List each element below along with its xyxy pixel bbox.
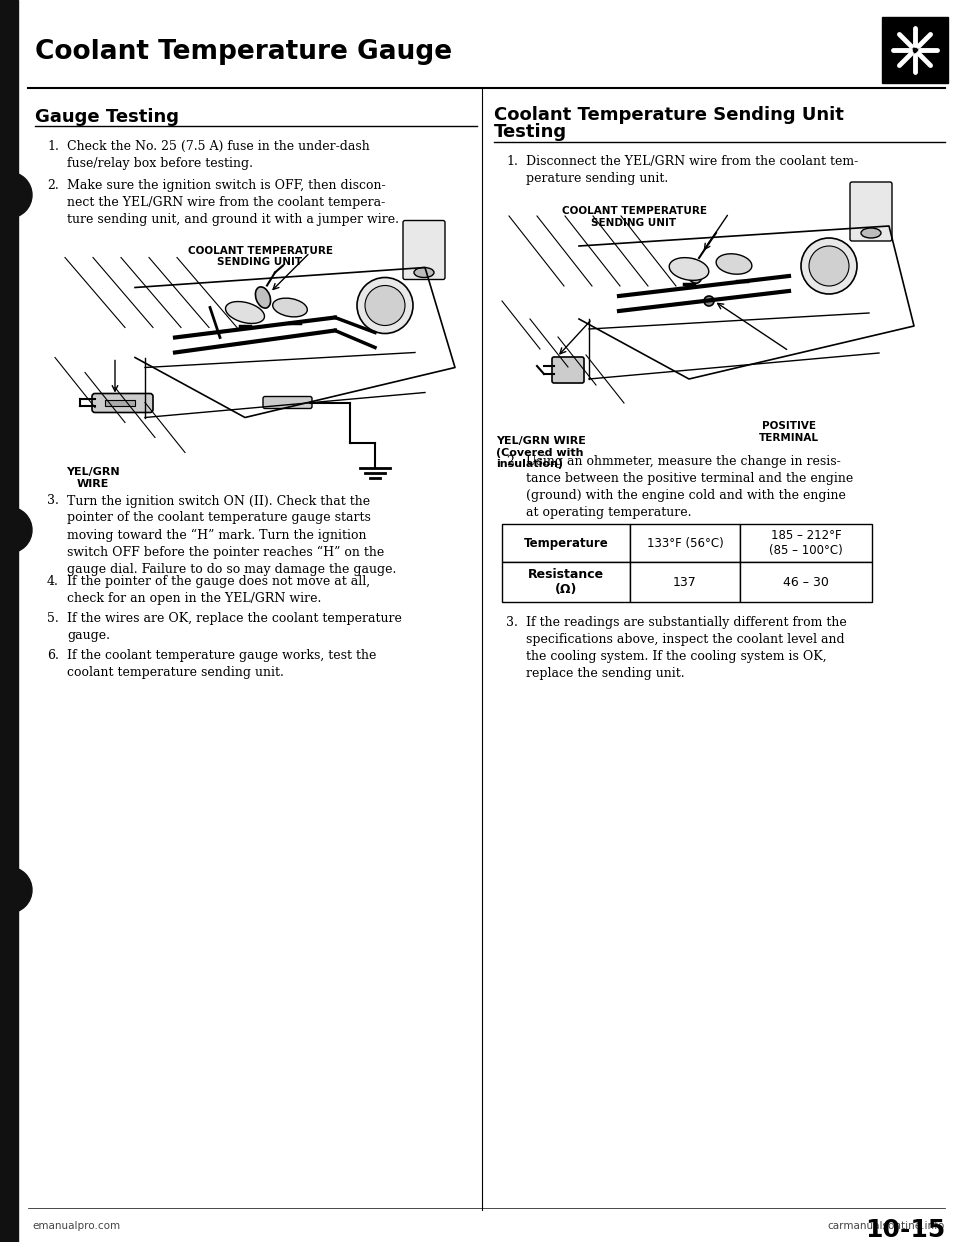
- Text: 46 – 30: 46 – 30: [783, 575, 828, 589]
- Text: COOLANT TEMPERATURE
SENDING UNIT: COOLANT TEMPERATURE SENDING UNIT: [562, 206, 707, 227]
- Text: 1.: 1.: [506, 155, 517, 168]
- Bar: [882, 17, 948, 83]
- Text: If the wires are OK, replace the coolant temperature
gauge.: If the wires are OK, replace the coolant…: [67, 612, 402, 642]
- Text: Check the No. 25 (7.5 A) fuse in the under-dash
fuse/relay box before testing.: Check the No. 25 (7.5 A) fuse in the und…: [67, 140, 370, 170]
- Circle shape: [801, 238, 857, 294]
- Text: Temperature: Temperature: [523, 537, 609, 549]
- FancyBboxPatch shape: [92, 394, 153, 412]
- Circle shape: [365, 286, 405, 325]
- Ellipse shape: [414, 267, 434, 277]
- Ellipse shape: [669, 257, 708, 281]
- Text: 2.: 2.: [47, 179, 59, 193]
- Text: 185 – 212°F
(85 – 100°C): 185 – 212°F (85 – 100°C): [769, 529, 843, 556]
- Text: POSITIVE
TERMINAL: POSITIVE TERMINAL: [759, 421, 819, 442]
- Text: Gauge Testing: Gauge Testing: [35, 108, 179, 125]
- Text: COOLANT TEMPERATURE
SENDING UNIT: COOLANT TEMPERATURE SENDING UNIT: [187, 246, 332, 267]
- Text: Coolant Temperature Sending Unit: Coolant Temperature Sending Unit: [494, 106, 844, 124]
- FancyBboxPatch shape: [552, 356, 584, 383]
- Text: carmanualsontine.info: carmanualsontine.info: [828, 1221, 945, 1231]
- Bar: [630, 561, 740, 602]
- Bar: [502, 524, 630, 561]
- Text: Turn the ignition switch ON (II). Check that the
pointer of the coolant temperat: Turn the ignition switch ON (II). Check …: [67, 494, 396, 576]
- Circle shape: [0, 171, 32, 219]
- Text: Make sure the ignition switch is OFF, then discon-
nect the YEL/GRN wire from th: Make sure the ignition switch is OFF, th…: [67, 179, 399, 226]
- Text: 4.: 4.: [47, 575, 59, 587]
- Text: 133°F (56°C): 133°F (56°C): [647, 537, 724, 549]
- Ellipse shape: [273, 298, 307, 317]
- Text: Disconnect the YEL/GRN wire from the coolant tem-
perature sending unit.: Disconnect the YEL/GRN wire from the coo…: [526, 155, 858, 185]
- Text: 5.: 5.: [47, 612, 59, 625]
- Text: 3.: 3.: [47, 494, 59, 508]
- Text: If the coolant temperature gauge works, test the
coolant temperature sending uni: If the coolant temperature gauge works, …: [67, 650, 376, 679]
- Text: If the readings are substantially different from the
specifications above, inspe: If the readings are substantially differ…: [526, 616, 847, 681]
- Text: 10-15: 10-15: [865, 1218, 945, 1242]
- Text: 2.: 2.: [506, 455, 517, 468]
- Text: emanualpro.com: emanualpro.com: [32, 1221, 120, 1231]
- Ellipse shape: [716, 253, 752, 274]
- Circle shape: [0, 867, 32, 913]
- FancyBboxPatch shape: [850, 183, 892, 241]
- Text: 6.: 6.: [47, 650, 59, 662]
- Bar: [45, 237, 460, 482]
- Circle shape: [704, 296, 714, 306]
- Circle shape: [357, 277, 413, 334]
- Bar: [494, 201, 939, 441]
- Bar: [0, 0, 18, 1242]
- Text: Testing: Testing: [494, 123, 567, 142]
- FancyBboxPatch shape: [403, 221, 445, 279]
- Text: If the pointer of the gauge does not move at all,
check for an open in the YEL/G: If the pointer of the gauge does not mov…: [67, 575, 371, 605]
- Bar: [630, 524, 740, 561]
- Bar: [502, 561, 630, 602]
- Bar: [105, 400, 135, 405]
- Bar: [740, 524, 872, 561]
- Text: YEL/GRN
WIRE: YEL/GRN WIRE: [66, 467, 120, 489]
- Text: Resistance
(Ω): Resistance (Ω): [528, 568, 604, 596]
- Text: 1.: 1.: [47, 140, 59, 153]
- Text: Using an ohmmeter, measure the change in resis-
tance between the positive termi: Using an ohmmeter, measure the change in…: [526, 455, 853, 519]
- Text: YEL/GRN WIRE
(Covered with
insulation): YEL/GRN WIRE (Covered with insulation): [496, 436, 586, 469]
- Ellipse shape: [255, 287, 271, 308]
- Ellipse shape: [685, 258, 703, 283]
- Text: 137: 137: [673, 575, 697, 589]
- Text: Coolant Temperature Gauge: Coolant Temperature Gauge: [35, 39, 452, 65]
- FancyBboxPatch shape: [263, 396, 312, 409]
- Bar: [740, 561, 872, 602]
- Ellipse shape: [226, 302, 265, 323]
- Ellipse shape: [861, 229, 881, 238]
- Circle shape: [809, 246, 849, 286]
- Text: 3.: 3.: [506, 616, 517, 628]
- Circle shape: [0, 507, 32, 553]
